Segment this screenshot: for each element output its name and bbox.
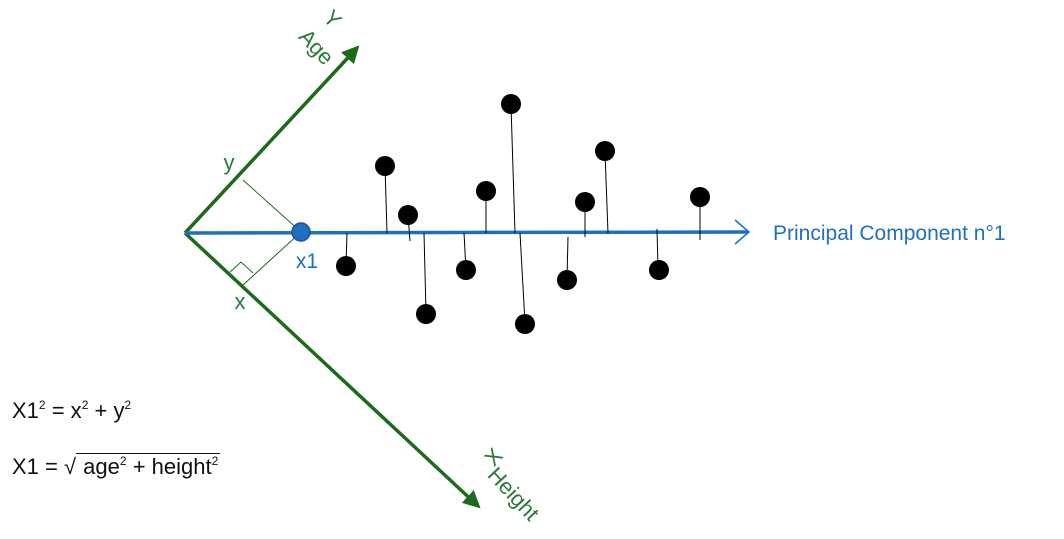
data-point — [336, 256, 356, 276]
projection-line — [384, 165, 388, 234]
data-point — [416, 304, 436, 324]
formula-sqrt-lhs: X1 = — [12, 454, 64, 479]
formula-age-exponent: 2 — [119, 454, 127, 468]
data-point — [456, 260, 476, 280]
projection-to-x-axis — [242, 231, 302, 286]
projected-point-label: x1 — [296, 250, 318, 273]
projection-line — [519, 232, 526, 324]
x-component-label: x — [235, 289, 246, 314]
projected-point-x1 — [291, 222, 311, 242]
projection-line — [604, 151, 609, 234]
y-axis-letter: Y — [318, 5, 347, 33]
data-point — [476, 181, 496, 201]
projection-to-y-axis — [242, 179, 302, 233]
formula-age-term: age — [77, 454, 120, 479]
data-point — [595, 141, 615, 161]
formula-lhs: X1 — [12, 398, 39, 423]
sqrt-radical-icon: √ — [63, 454, 77, 479]
data-point — [690, 187, 710, 207]
formula-height-term: + height — [126, 454, 212, 479]
data-point — [649, 260, 669, 280]
y-axis-age — [183, 45, 360, 235]
principal-component-label: Principal Component n°1 — [773, 222, 1006, 245]
data-point — [575, 192, 595, 212]
data-point — [515, 314, 535, 334]
formula-y-exponent: 2 — [124, 398, 132, 412]
y-component-label: y — [224, 150, 235, 175]
formula-sqrt: X1 = √ age2 + height2 — [12, 453, 221, 480]
formula-plus-y: + y — [88, 398, 125, 423]
data-point — [501, 94, 521, 114]
formula-height-exponent: 2 — [211, 454, 219, 468]
right-angle-marker-icon — [229, 261, 254, 274]
principal-component-line — [184, 230, 749, 235]
formula-pythagoras: X12 = x2 + y2 — [12, 398, 131, 424]
sqrt-radicand: age2 + height2 — [76, 453, 221, 479]
x-axis-height — [183, 231, 481, 509]
x-axis-name: Height — [483, 462, 545, 526]
y-axis-name: Age — [294, 24, 339, 70]
formula-lhs-exponent: 2 — [38, 398, 46, 412]
formula-x-exponent: 2 — [81, 398, 89, 412]
projection-line — [423, 232, 427, 314]
projection-line — [510, 104, 516, 234]
formula-eq-x: = x — [45, 398, 82, 423]
data-point — [557, 270, 577, 290]
data-point — [375, 156, 395, 176]
data-point — [398, 205, 418, 225]
principal-component-arrowhead-icon — [734, 219, 751, 245]
projection-lines — [345, 104, 701, 324]
data-points — [336, 94, 710, 334]
